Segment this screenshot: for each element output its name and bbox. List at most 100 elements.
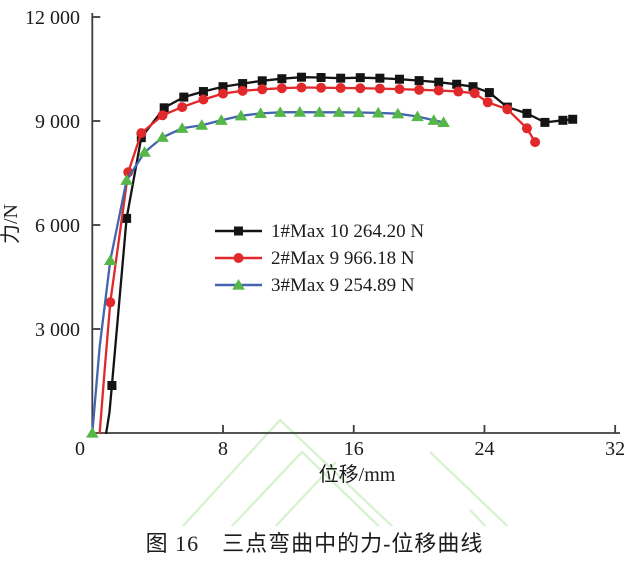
data-point-marker [159,103,169,113]
series-2 [98,82,541,435]
data-point-marker [296,72,306,82]
data-point-marker [198,94,209,105]
data-point-marker [427,114,441,125]
legend: 1#Max 10 264.20 N 2#Max 9 966.18 N 3#Max 9… [215,221,424,296]
y-tick-label: 9 000 [35,111,80,133]
data-point-marker [293,106,307,117]
x-tick-label: 0 [75,438,85,460]
data-point-marker [355,83,366,94]
data-point-marker [195,119,209,130]
legend-entry: 3#Max 9 254.89 N [215,275,415,296]
data-point-marker [179,92,189,102]
legend-label: 3#Max 9 254.89 N [271,275,415,296]
watermark-line [429,451,509,526]
legend-label: 2#Max 9 966.18 N [271,248,415,269]
data-point-marker [316,82,327,93]
data-point-marker [175,122,189,133]
data-point-marker [502,104,513,115]
legend-marker [234,226,243,236]
data-point-marker [103,254,117,265]
y-tick-label: 12 000 [25,7,80,29]
data-point-marker [218,82,228,92]
y-axis-title: 力/N [0,204,22,244]
data-point-marker [257,76,267,86]
data-point-marker [433,85,444,96]
data-point-marker [332,106,346,117]
data-point-marker [316,72,326,82]
data-point-marker [394,84,405,95]
data-point-marker [482,97,493,108]
x-tick-label: 32 [605,438,625,460]
data-point-marker [138,146,151,157]
data-point-marker [336,73,346,83]
data-point-marker [352,106,365,118]
watermark-line [274,461,337,526]
data-point-marker [254,107,267,118]
legend-label: 1#Max 10 264.20 N [271,221,424,242]
data-point-marker [156,131,169,142]
figure-caption: 图 16 三点弯曲中的力-位移曲线 [145,531,484,556]
data-point-marker [558,115,568,125]
legend-entry: 1#Max 10 264.20 N [215,221,424,242]
legend-marker [233,253,244,263]
data-point-marker [394,74,404,84]
data-point-marker [313,106,326,117]
y-tick-label: 6 000 [35,215,80,237]
data-point-marker [335,82,346,93]
data-point-marker [414,76,424,86]
data-point-marker [86,427,99,438]
x-tick-label: 8 [218,438,228,460]
chart-canvas: 0 8 16 24 32 3 000 6 000 9 000 12 000 位移/mm 力/N 1#M… [0,7,625,526]
data-point-marker [371,106,385,118]
x-axis-title: 位移/mm [319,463,396,486]
x-tick-label: 24 [474,438,494,460]
data-point-marker [355,73,365,83]
data-point-marker [484,88,494,98]
data-point-marker [237,85,248,96]
series-3 [86,106,450,438]
data-point-marker [434,77,444,87]
watermark-lines [181,418,509,526]
data-point-marker [522,108,532,118]
x-tick-label: 16 [344,438,364,460]
data-point-marker [218,88,229,99]
data-point-marker [469,88,480,99]
data-point-marker [273,106,287,117]
data-point-marker [234,109,248,121]
data-point-marker [540,117,550,127]
data-point-marker [437,116,450,127]
data-point-marker [375,73,385,83]
data-point-marker [215,114,228,125]
data-point-marker [296,82,307,93]
series-line [91,111,445,435]
data-point-marker [568,114,578,124]
data-point-marker [107,381,117,391]
data-point-marker [105,297,116,308]
data-point-marker [452,79,462,89]
data-point-marker [120,174,133,185]
legend-marker [232,279,245,290]
data-point-marker [257,84,268,95]
watermark-line [230,450,381,526]
data-point-marker [238,79,248,89]
data-point-marker [177,102,188,113]
watermark-line [469,509,487,526]
data-point-marker [157,110,168,121]
data-point-marker [122,213,132,223]
data-point-marker [136,128,147,139]
data-point-marker [453,86,464,97]
data-point-marker [468,82,478,92]
data-point-marker [521,123,532,134]
watermark-line [181,418,394,526]
data-point-marker [414,84,425,95]
data-point-marker [530,137,541,148]
data-point-marker [411,110,424,122]
legend-entry: 2#Max 9 966.18 N [215,248,415,269]
data-point-marker [277,74,287,84]
data-point-marker [198,87,208,97]
data-point-marker [276,83,287,94]
y-tick-label: 3 000 [35,319,80,341]
data-point-marker [374,83,385,94]
data-point-marker [391,107,405,119]
